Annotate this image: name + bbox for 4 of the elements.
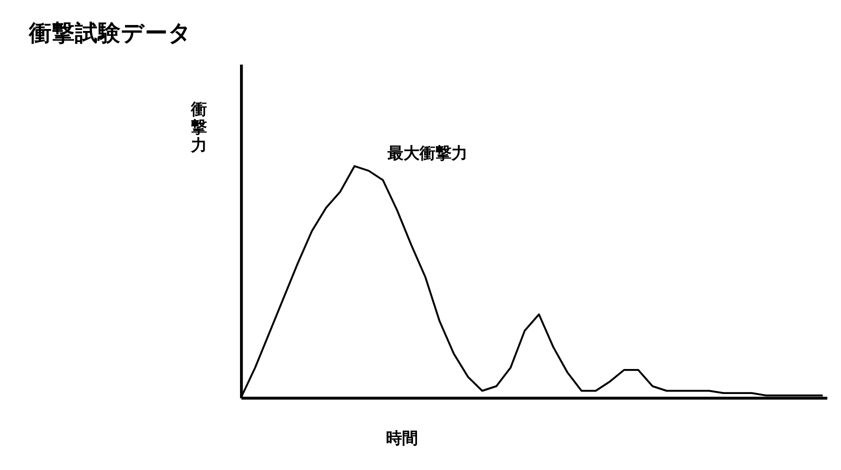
- chart-title: 衝撃試験データ: [28, 20, 192, 47]
- x-axis-title: 時間: [386, 428, 418, 448]
- text: 最大衝撃力: [386, 144, 468, 163]
- y-axis-title: 衝撃力: [190, 100, 207, 155]
